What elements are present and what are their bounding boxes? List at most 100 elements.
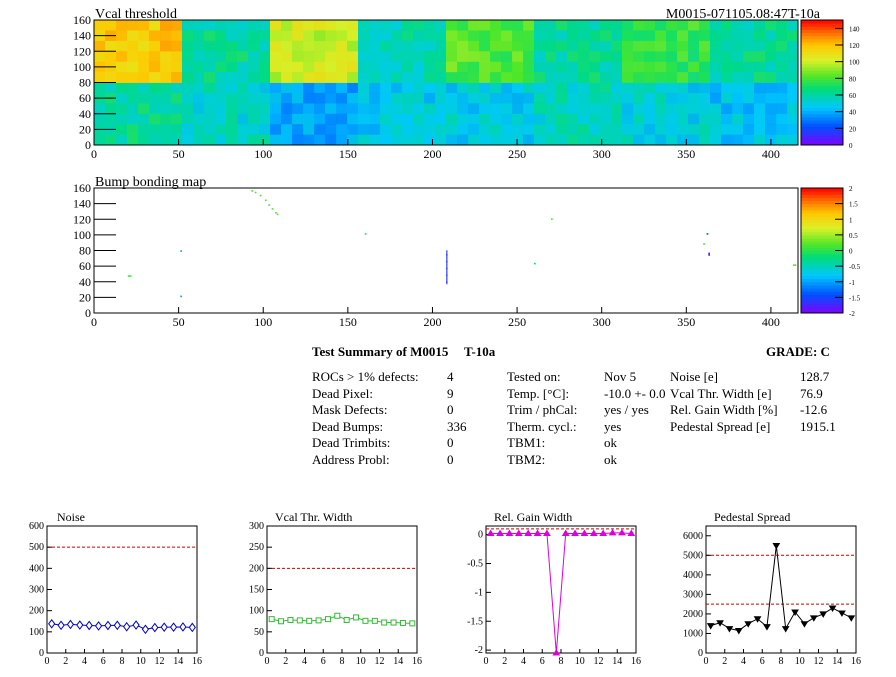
roc-texture: [556, 61, 568, 73]
roc-texture: [171, 113, 183, 125]
roc-texture: [248, 92, 260, 104]
dead-bump-column: [446, 266, 448, 268]
roc-texture: [435, 134, 447, 146]
roc-texture: [391, 124, 403, 135]
roc-texture: [391, 82, 403, 94]
roc-texture: [611, 124, 623, 135]
roc-texture: [600, 113, 612, 125]
roc-texture: [688, 113, 700, 125]
roc-texture: [259, 82, 271, 94]
bump-ytick-label: 100: [73, 228, 91, 242]
roc-texture: [534, 82, 546, 94]
roc-texture: [578, 82, 590, 94]
vcal-ytick-label: 100: [73, 60, 91, 74]
summary-condition-label: Tested on:: [507, 369, 561, 384]
roc-texture: [666, 61, 678, 73]
roc-texture: [655, 124, 667, 135]
bump-colorbar-label: 1.5: [849, 201, 858, 209]
noise-xtick-label: 2: [63, 656, 68, 667]
roc-texture: [666, 82, 678, 94]
vcal-width-xtick-label: 12: [375, 656, 385, 667]
roc-texture: [105, 113, 117, 125]
roc-texture: [754, 103, 766, 115]
gain-width-xtick-label: 12: [594, 656, 604, 667]
roc-texture: [446, 124, 458, 135]
gain-width-xtick-label: 10: [575, 656, 585, 667]
roc-texture: [402, 103, 414, 115]
roc-texture: [446, 82, 458, 94]
summary-defect-value: 0: [447, 402, 454, 418]
vcal-width-xtick-label: 4: [302, 656, 307, 667]
roc-texture: [160, 82, 172, 94]
roc-texture: [556, 103, 568, 115]
roc-texture: [424, 113, 436, 125]
roc-texture: [116, 20, 128, 31]
roc-texture: [248, 124, 260, 135]
roc-texture: [402, 134, 414, 146]
roc-texture: [303, 92, 315, 104]
roc-texture: [765, 113, 777, 125]
roc-texture: [578, 30, 590, 42]
roc-texture: [501, 134, 513, 146]
vcal-width-xtick-label: 8: [340, 656, 345, 667]
roc-texture: [314, 20, 326, 31]
roc-texture: [160, 92, 172, 104]
roc-texture: [776, 30, 788, 42]
roc-texture: [688, 92, 700, 104]
roc-texture: [512, 103, 524, 115]
roc-texture: [754, 82, 766, 94]
roc-texture: [501, 103, 513, 115]
roc-texture: [556, 124, 568, 135]
roc-texture: [699, 113, 711, 125]
roc-texture: [281, 113, 293, 125]
roc-texture: [226, 40, 238, 52]
roc-texture: [534, 30, 546, 42]
roc-texture: [501, 30, 513, 42]
vcal-width-point: [390, 619, 397, 626]
roc-texture: [490, 51, 502, 62]
dead-bump-column: [446, 276, 448, 278]
dead-bump-column: [446, 283, 448, 285]
roc-texture: [281, 40, 293, 52]
roc-texture: [270, 124, 282, 135]
roc-texture: [325, 72, 337, 83]
roc-texture: [193, 72, 205, 83]
roc-texture: [490, 82, 502, 94]
roc-texture: [468, 20, 480, 31]
roc-texture: [303, 134, 315, 146]
roc-texture: [358, 20, 370, 31]
roc-texture: [204, 103, 216, 115]
dead-bump-column: [446, 250, 448, 252]
roc-texture: [567, 51, 579, 62]
roc-texture: [292, 134, 304, 146]
roc-texture: [402, 20, 414, 31]
roc-texture: [435, 40, 447, 52]
roc-texture: [182, 134, 194, 146]
noise-frame: [46, 525, 198, 654]
roc-texture: [171, 20, 183, 31]
roc-texture: [149, 40, 161, 52]
roc-texture: [105, 51, 117, 62]
roc-texture: [567, 113, 579, 125]
summary-defect-value: 0: [447, 452, 454, 467]
roc-texture: [622, 40, 634, 52]
roc-texture: [215, 61, 227, 73]
roc-texture: [259, 40, 271, 52]
roc-texture: [380, 103, 392, 115]
vcal-colorbar-cell: [801, 20, 843, 24]
roc-texture: [501, 51, 513, 62]
roc-texture: [369, 20, 381, 31]
gain-width-point: [571, 529, 579, 537]
roc-texture: [655, 20, 667, 31]
roc-texture: [270, 30, 282, 42]
roc-texture: [248, 30, 260, 42]
roc-texture: [578, 113, 590, 125]
roc-texture: [358, 134, 370, 146]
roc-texture: [248, 51, 260, 62]
roc-texture: [391, 30, 403, 42]
roc-texture: [149, 124, 161, 135]
roc-texture: [721, 51, 733, 62]
roc-texture: [732, 82, 744, 94]
bump-bonding-cells: [127, 190, 797, 298]
roc-texture: [94, 20, 106, 31]
